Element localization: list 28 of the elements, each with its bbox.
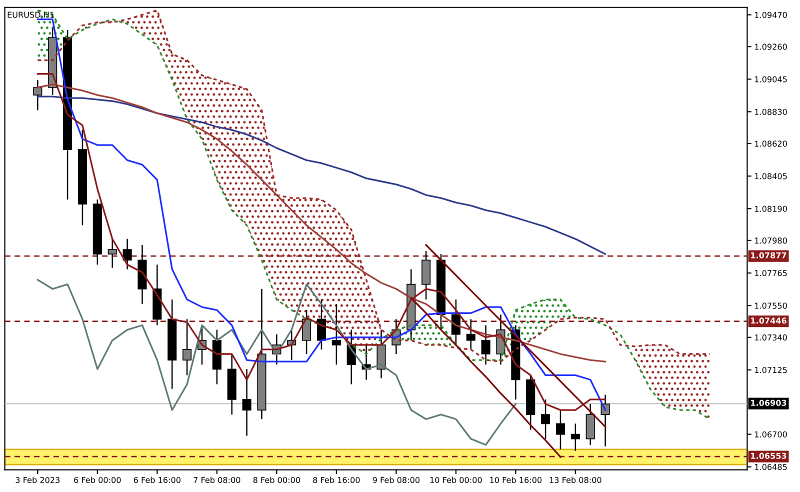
y-tick-label: 1.08190 bbox=[755, 206, 787, 212]
y-tick-label: 1.07765 bbox=[755, 270, 787, 276]
y-tick-label: 1.06485 bbox=[755, 464, 787, 470]
x-tick-label: 8 Feb 00:00 bbox=[253, 476, 300, 484]
y-tick-label: 1.07340 bbox=[755, 334, 787, 341]
x-tick-label: 6 Feb 00:00 bbox=[74, 476, 121, 484]
x-tick-label: 13 Feb 08:00 bbox=[550, 476, 602, 484]
y-tick-label: 1.06700 bbox=[755, 431, 787, 438]
x-tick-label: 3 Feb 2023 bbox=[16, 476, 60, 484]
x-tick-label: 6 Feb 16:00 bbox=[134, 476, 180, 484]
ref-line-label: 1.07877 bbox=[751, 252, 786, 258]
y-tick-label: 1.07125 bbox=[755, 366, 787, 374]
y-tick-label: 1.09260 bbox=[755, 44, 787, 50]
x-tick-label: 10 Feb 00:00 bbox=[430, 476, 482, 484]
y-tick-label: 1.08405 bbox=[755, 173, 787, 180]
ref-line-label: 1.07446 bbox=[751, 318, 786, 324]
x-tick-label: 9 Feb 08:00 bbox=[372, 476, 420, 484]
y-tick-label: 1.09045 bbox=[755, 76, 787, 82]
y-tick-label: 1.08830 bbox=[755, 108, 787, 115]
y-tick-label: 1.09470 bbox=[755, 12, 787, 18]
y-tick-label: 1.07550 bbox=[755, 302, 787, 309]
x-tick-label: 8 Feb 16:00 bbox=[313, 476, 360, 484]
ref-line-label: 1.06903 bbox=[751, 400, 786, 406]
x-tick-label: 7 Feb 08:00 bbox=[194, 476, 240, 484]
y-tick-label: 1.07980 bbox=[755, 238, 787, 244]
y-tick-label: 1.08620 bbox=[755, 140, 787, 147]
x-tick-label: 10 Feb 16:00 bbox=[490, 476, 542, 484]
ref-line-label: 1.06553 bbox=[751, 452, 786, 459]
